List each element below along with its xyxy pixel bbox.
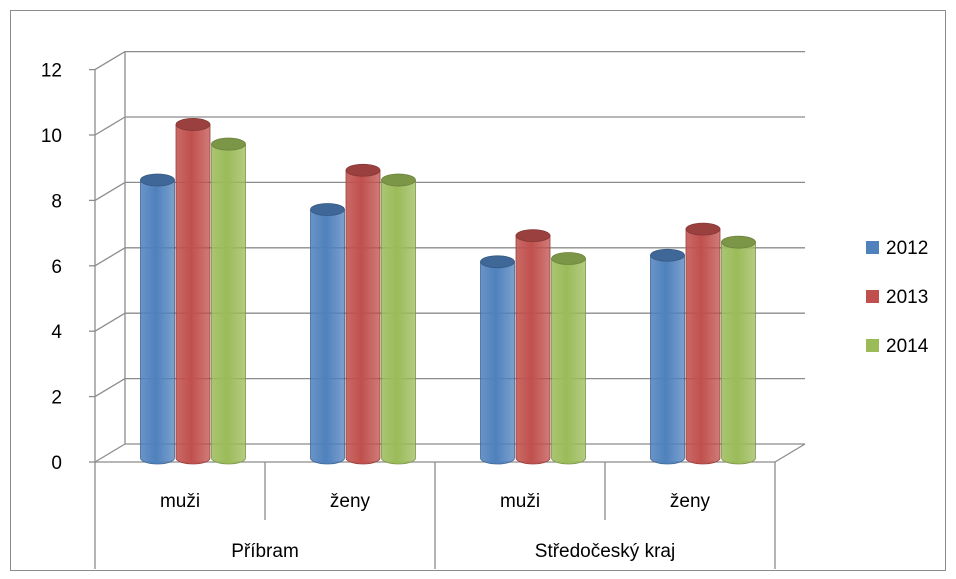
legend-swatch bbox=[866, 339, 879, 352]
y-axis: 0 2 4 6 8 10 12 bbox=[41, 61, 96, 474]
bars bbox=[140, 118, 756, 465]
bar-2012-1 bbox=[310, 203, 345, 465]
bar-2013-0 bbox=[175, 118, 211, 465]
legend-label: 2014 bbox=[886, 336, 929, 357]
bar-2013-3 bbox=[685, 222, 721, 465]
y-tick-label: 2 bbox=[51, 388, 62, 409]
legend-swatch bbox=[866, 241, 879, 254]
legend: 2012 2013 2014 bbox=[866, 238, 929, 357]
bar-2014-2 bbox=[551, 252, 586, 465]
gridline-side bbox=[94, 312, 126, 332]
gridline-side bbox=[94, 181, 126, 201]
x-tick-label: ženy bbox=[670, 491, 711, 512]
legend-entry: 2014 bbox=[866, 336, 929, 357]
bar-2013-1 bbox=[345, 163, 381, 465]
x-axis: muži ženy muži ženy Příbram Středočeský kraj bbox=[94, 462, 776, 569]
gridline-side bbox=[94, 378, 126, 398]
x-tick-label: muži bbox=[160, 491, 200, 512]
x-tick-label: ženy bbox=[330, 491, 371, 512]
y-tick-label: 0 bbox=[51, 453, 62, 474]
legend-swatch bbox=[866, 290, 879, 303]
x-group-label: Středočeský kraj bbox=[535, 541, 675, 562]
legend-label: 2012 bbox=[886, 238, 928, 259]
bar-2014-3 bbox=[721, 235, 756, 465]
bar-2012-2 bbox=[480, 255, 515, 465]
x-tick-label: muži bbox=[500, 491, 540, 512]
legend-entry: 2012 bbox=[866, 238, 928, 259]
bar-2014-0 bbox=[211, 137, 246, 465]
gridline-side bbox=[94, 247, 126, 267]
y-tick-label: 12 bbox=[41, 61, 62, 82]
bar-2012-0 bbox=[140, 173, 175, 465]
gridline-side bbox=[94, 443, 126, 463]
bar-2013-2 bbox=[515, 229, 551, 465]
y-tick-label: 6 bbox=[51, 257, 62, 278]
bar-2012-3 bbox=[650, 248, 685, 465]
y-tick-label: 4 bbox=[51, 322, 62, 343]
legend-entry: 2013 bbox=[866, 287, 928, 308]
bar-2014-1 bbox=[381, 173, 416, 465]
y-tick-label: 10 bbox=[41, 126, 62, 147]
x-group-label: Příbram bbox=[231, 541, 299, 562]
legend-label: 2013 bbox=[886, 287, 928, 308]
y-tick-label: 8 bbox=[51, 191, 62, 212]
gridline-side bbox=[94, 116, 126, 136]
gridline-side bbox=[94, 51, 126, 71]
